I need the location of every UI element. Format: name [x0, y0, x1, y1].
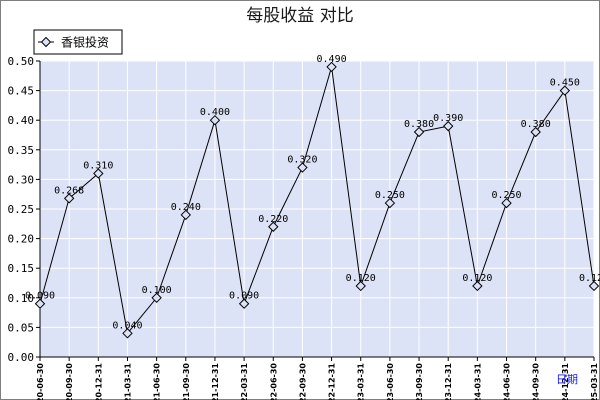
data-label: 0.240 — [171, 202, 201, 213]
data-label: 0.250 — [491, 190, 521, 201]
y-axis-ticks: 0.00 0.05 0.10 0.15 0.20 0.25 0.30 0.35 0.40 0.45… — [8, 55, 40, 364]
x-tick-label: 2023-03-31 — [357, 363, 366, 400]
series-line — [39, 66, 595, 335]
data-point-marker — [413, 126, 425, 138]
y-tick-label: 0.30 — [8, 173, 35, 186]
data-label: 0.450 — [550, 78, 580, 89]
y-tick-label: 0.40 — [8, 114, 35, 127]
x-tick-label: 2023-12-31 — [444, 363, 453, 400]
data-point-marker — [559, 85, 571, 96]
data-label: 0.268 — [54, 185, 84, 196]
data-point-marker — [34, 298, 46, 309]
data-label: 0.490 — [317, 54, 347, 65]
x-axis-title: 日期 — [556, 373, 578, 386]
y-tick-label: 0.05 — [8, 321, 35, 334]
y-tick-label: 0.10 — [8, 292, 35, 305]
data-label: 0.090 — [25, 291, 55, 302]
y-tick-label: 0.35 — [8, 144, 35, 157]
x-tick-label: 2025-03-31 — [590, 363, 599, 400]
y-tick-label: 0.15 — [8, 262, 35, 275]
x-tick-label: 2020-12-31 — [94, 363, 103, 400]
data-label: 0.120 — [462, 273, 492, 284]
data-label: 0.120 — [346, 273, 376, 284]
x-tick-label: 2021-12-31 — [211, 363, 220, 400]
data-point-marker — [501, 197, 512, 209]
x-axis-ticks: 2020-06-30 2020-09-30 2020-12-31 2021-03-31… — [36, 357, 599, 400]
x-tick-label: 2024-12-31 — [561, 363, 570, 400]
x-tick-label: 2024-03-31 — [473, 363, 482, 400]
x-tick-label: 2024-06-30 — [503, 363, 512, 400]
data-label: 0.390 — [433, 113, 463, 124]
y-tick-label: 0.45 — [8, 85, 35, 98]
x-tick-label: 2021-03-31 — [123, 363, 132, 400]
y-tick-label: 0.25 — [8, 203, 35, 216]
data-point-marker — [268, 221, 279, 232]
data-point-marker — [93, 168, 104, 179]
data-point-marker — [530, 126, 541, 138]
chart-title: 每股收益 对比 — [246, 6, 353, 26]
data-point-marker — [588, 280, 600, 292]
x-tick-label: 2022-12-31 — [328, 363, 337, 400]
data-point-marker — [180, 209, 191, 221]
x-tick-label: 2021-06-30 — [153, 363, 162, 400]
y-tick-label: 0.50 — [8, 55, 35, 68]
x-tick-label: 2020-06-30 — [36, 363, 45, 400]
gridlines — [40, 60, 595, 357]
data-label: 0.220 — [258, 214, 288, 225]
data-label: 0.040 — [112, 320, 142, 331]
data-point-marker — [443, 120, 454, 132]
data-point-marker — [209, 114, 221, 126]
data-label: 0.400 — [200, 107, 230, 118]
legend-label: 香银投资 — [61, 35, 109, 50]
x-tick-label: 2021-09-30 — [182, 363, 191, 400]
x-tick-label: 2022-03-31 — [240, 363, 249, 400]
data-point-marker — [122, 328, 133, 339]
x-tick-label: 2022-09-30 — [298, 363, 307, 400]
x-tick-label: 2020-09-30 — [65, 363, 74, 400]
x-tick-label: 2023-09-30 — [415, 363, 424, 400]
data-label: 0.380 — [404, 119, 434, 130]
x-tick-label: 2022-06-30 — [269, 363, 278, 400]
data-point-marker — [472, 280, 483, 292]
data-label: 0.310 — [83, 160, 113, 171]
legend-marker-icon — [40, 36, 52, 48]
data-point-marker — [238, 298, 250, 309]
y-tick-label: 0.20 — [8, 233, 35, 246]
x-tick-label: 2024-09-30 — [532, 363, 541, 400]
data-point-marker — [355, 280, 366, 292]
data-point-marker — [151, 292, 162, 304]
data-label: 0.250 — [375, 190, 405, 201]
data-label: 0.120 — [579, 273, 600, 284]
data-label: 0.320 — [287, 155, 317, 166]
data-label: 0.090 — [229, 291, 259, 302]
data-point-marker — [297, 162, 308, 173]
data-point-marker — [326, 61, 337, 73]
data-point-marker — [63, 193, 75, 204]
data-label: 0.100 — [142, 285, 172, 296]
series-layer: 0.090 0.268 0.310 0.040 0.100 0.240 0.400 0.090… — [25, 54, 600, 339]
data-label: 0.380 — [521, 119, 551, 130]
legend: 香银投资 — [33, 29, 123, 55]
y-tick-label: 0.00 — [8, 351, 35, 364]
data-point-marker — [384, 197, 396, 209]
x-tick-label: 2023-06-30 — [386, 363, 395, 400]
